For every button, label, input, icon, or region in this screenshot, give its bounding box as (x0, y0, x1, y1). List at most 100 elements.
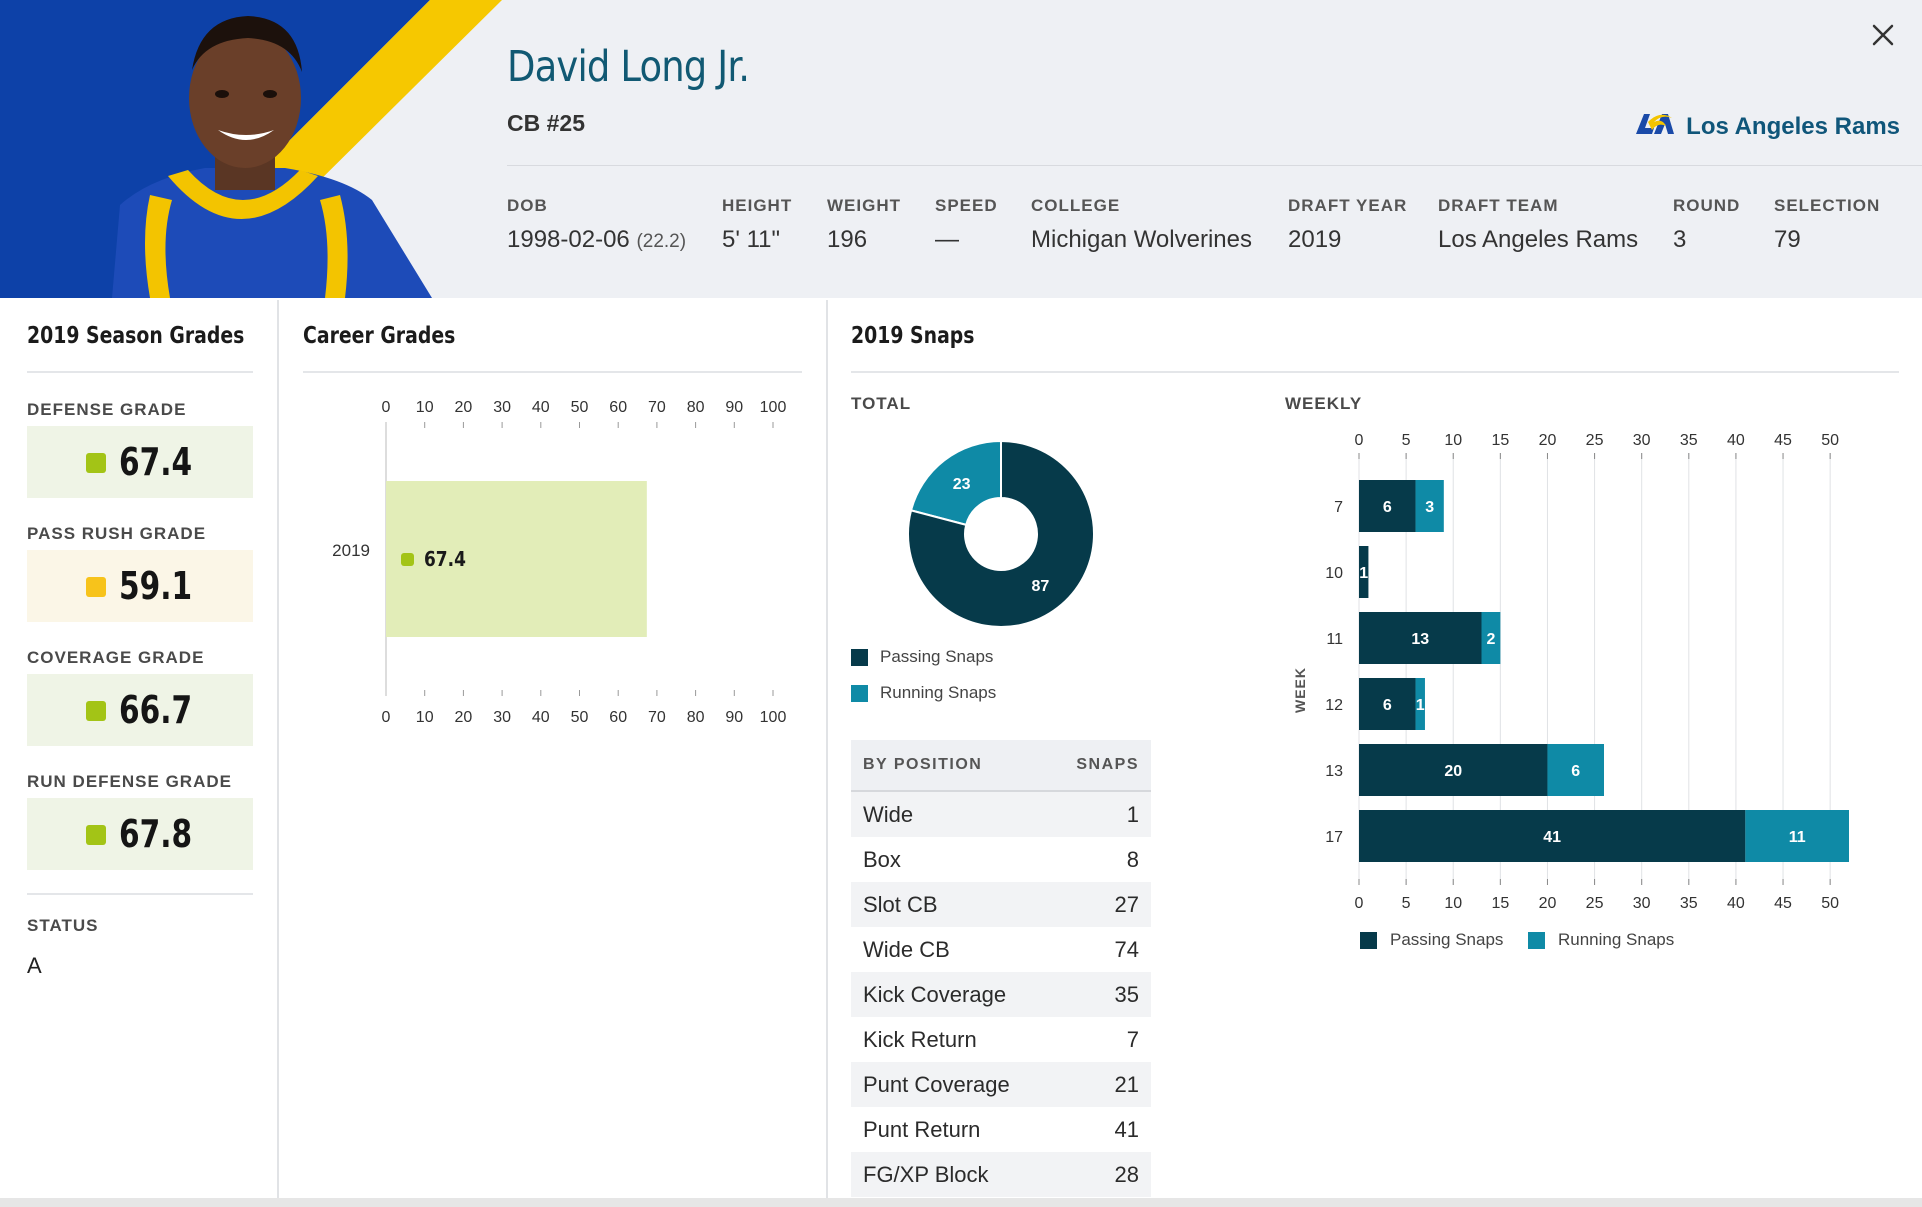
bar-segment-running (1415, 678, 1425, 730)
x-tick-label-top: 50 (571, 399, 589, 416)
grade-marker (86, 577, 106, 597)
legend-running: Running Snaps (851, 683, 996, 703)
x-tick-label-bottom: 10 (416, 709, 434, 726)
legend-passing: Passing Snaps (851, 647, 993, 667)
x-tick-label-bottom: 70 (648, 709, 666, 726)
close-button[interactable] (1868, 20, 1898, 50)
x-tick-label-top: 50 (1821, 432, 1839, 449)
x-tick-label-bottom: 100 (760, 709, 787, 726)
coverage-grade-box: 66.7 (27, 674, 253, 746)
header-divider (507, 165, 1922, 166)
horizontal-scrollbar[interactable] (0, 1198, 1922, 1207)
x-tick-label-bottom: 15 (1491, 895, 1509, 912)
snaps-cell: 8 (1126, 846, 1139, 872)
x-tick-label-top: 20 (1539, 432, 1557, 449)
career-grades-title: Career Grades (303, 323, 456, 349)
bar-segment-passing (1359, 612, 1482, 664)
x-tick-label-bottom: 60 (609, 709, 627, 726)
x-tick-label-top: 90 (725, 399, 743, 416)
section-rule (851, 371, 1899, 373)
x-tick-label-bottom: 20 (1539, 895, 1557, 912)
x-tick-label-bottom: 90 (725, 709, 743, 726)
snaps-cell: 27 (1114, 891, 1139, 917)
total-snaps-donut: 23 87 (907, 439, 1095, 628)
x-tick-label-top: 60 (609, 399, 627, 416)
status-label: STATUS (27, 916, 99, 935)
x-tick-label-bottom: 40 (532, 709, 550, 726)
snaps-column-header: SNAPS (1076, 756, 1139, 773)
column-divider (826, 300, 828, 1200)
x-tick-label-bottom: 50 (1821, 895, 1839, 912)
week-label: 17 (1325, 829, 1343, 846)
snaps-title: 2019 Snaps (851, 323, 975, 349)
run-defense-grade-label: RUN DEFENSE GRADE (27, 772, 232, 791)
bar-value-label: 1 (1359, 565, 1368, 582)
grade-marker (86, 701, 106, 721)
bar-value-label: 13 (1411, 631, 1429, 648)
category-label: 2019 (332, 541, 370, 560)
column-divider (277, 300, 279, 1200)
table-row: Slot CB 27 (851, 882, 1151, 927)
x-tick-label-bottom: 40 (1727, 895, 1745, 912)
pass-rush-grade-box: 59.1 (27, 550, 253, 622)
bar-value-label: 1 (1416, 697, 1425, 714)
y-axis-label: WEEK (1292, 667, 1308, 713)
x-tick-label-top: 70 (648, 399, 666, 416)
week-label: 10 (1325, 565, 1343, 582)
x-tick-label-top: 20 (455, 399, 473, 416)
player-header: David Long Jr. CB #25 Los Angeles Rams D… (0, 0, 1922, 298)
pass-rush-grade-value: 59.1 (119, 564, 193, 608)
position-cell: Kick Return (863, 1026, 977, 1052)
x-tick-label-bottom: 0 (382, 709, 391, 726)
x-tick-label-top: 10 (416, 399, 434, 416)
donut-slice-label: 23 (953, 476, 971, 493)
table-row: Wide 1 (851, 792, 1151, 837)
x-tick-label-top: 30 (1633, 432, 1651, 449)
legend-swatch-passing (1360, 932, 1377, 949)
x-tick-label-top: 40 (1727, 432, 1745, 449)
position-column-header: BY POSITION (863, 756, 983, 773)
position-cell: Wide (863, 801, 914, 827)
x-tick-label-top: 100 (760, 399, 787, 416)
bar-segment-passing (1359, 810, 1746, 862)
bar-value-label: 11 (1789, 829, 1806, 846)
week-label: 11 (1326, 631, 1343, 648)
week-label: 12 (1325, 697, 1343, 714)
x-tick-label-top: 15 (1491, 432, 1509, 449)
x-tick-label-bottom: 50 (571, 709, 589, 726)
bio-college: COLLEGE Michigan Wolverines (1031, 196, 1252, 253)
position-cell: Kick Coverage (863, 981, 1007, 1007)
team-link[interactable]: Los Angeles Rams (1632, 108, 1900, 145)
bar-marker (401, 553, 414, 566)
bar-segment-running (1547, 744, 1604, 796)
snaps-cell: 35 (1114, 981, 1139, 1007)
x-tick-label-bottom: 20 (455, 709, 473, 726)
table-row: Box 8 (851, 837, 1151, 882)
run-defense-grade-value: 67.8 (119, 812, 193, 856)
rams-logo-icon (1632, 108, 1676, 145)
player-position: CB #25 (507, 110, 585, 136)
donut-slice-passing (907, 439, 1095, 628)
table-row: Punt Coverage 21 (851, 1062, 1151, 1107)
table-row: Kick Return 7 (851, 1017, 1151, 1062)
bar-value-label: 6 (1383, 697, 1392, 714)
x-tick-label-bottom: 25 (1586, 895, 1604, 912)
weekly-label: WEEKLY (1285, 394, 1363, 413)
x-tick-label-top: 0 (1355, 432, 1364, 449)
legend-label-running: Running Snaps (1558, 930, 1674, 949)
bar-value-label: 41 (1543, 829, 1561, 846)
x-tick-label-top: 0 (382, 399, 391, 416)
bar-segment-running (1745, 810, 1849, 862)
position-cell: FG/XP Block (863, 1161, 989, 1187)
position-cell: Box (863, 846, 901, 872)
x-tick-label-bottom: 80 (687, 709, 705, 726)
bar-value-label: 6 (1571, 763, 1580, 780)
player-name: David Long Jr. (507, 42, 750, 92)
coverage-grade-label: COVERAGE GRADE (27, 648, 205, 667)
total-label: TOTAL (851, 394, 912, 413)
bio-dob: DOB 1998-02-06 (22.2) (507, 196, 687, 253)
team-name: Los Angeles Rams (1686, 112, 1900, 140)
by-position-table: BY POSITION SNAPS Wide 1 Box 8 Slot CB 27 Wide… (851, 740, 1151, 1197)
x-tick-label-bottom: 0 (1355, 895, 1364, 912)
